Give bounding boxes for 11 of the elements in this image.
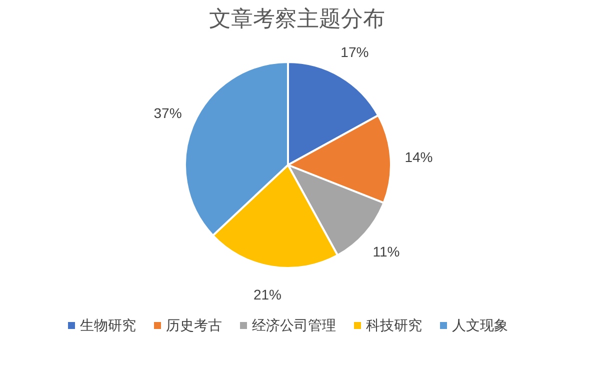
legend-label: 经济公司管理 <box>252 317 336 333</box>
data-label: 21% <box>253 286 282 302</box>
data-label: 37% <box>154 104 182 121</box>
data-label: 17% <box>340 44 369 60</box>
legend-label: 科技研究 <box>366 317 422 333</box>
legend-label: 人文现象 <box>452 317 508 333</box>
chart-title: 文章考察主题分布 <box>209 6 385 31</box>
data-label: 11% <box>372 244 400 260</box>
legend-label: 历史考古 <box>166 317 222 333</box>
legend-label: 生物研究 <box>80 317 136 333</box>
data-label: 14% <box>404 148 433 165</box>
